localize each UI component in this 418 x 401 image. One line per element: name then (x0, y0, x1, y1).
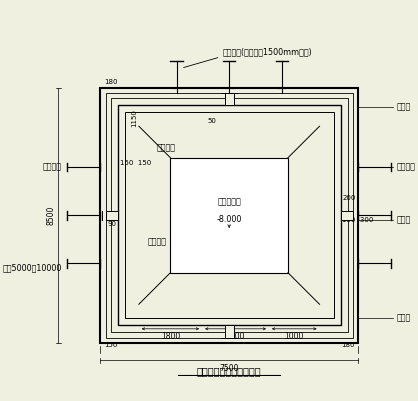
Text: 180: 180 (104, 79, 117, 85)
Text: 1150: 1150 (131, 109, 137, 128)
Text: 槽钢横梁: 槽钢横梁 (397, 162, 416, 172)
Text: 150  300: 150 300 (342, 217, 374, 223)
Text: 150  150: 150 150 (120, 160, 151, 166)
Text: 1000: 1000 (285, 332, 304, 341)
Bar (139, 126, 319, 304)
Text: 槽钢斜撑: 槽钢斜撑 (148, 237, 167, 246)
Text: 钢板桩: 钢板桩 (397, 215, 411, 224)
Text: 150: 150 (104, 342, 117, 348)
Bar (100, 87, 358, 343)
Bar (105, 93, 353, 338)
Text: 7500: 7500 (219, 364, 239, 373)
Text: 钢板桩及排水系统平面图: 钢板桩及排水系统平面图 (197, 366, 262, 376)
Bar (225, 325, 234, 338)
Bar (111, 98, 348, 332)
Bar (225, 93, 234, 105)
Text: 斜撑垫木: 斜撑垫木 (156, 144, 176, 153)
Text: 排水沟: 排水沟 (397, 314, 411, 323)
Text: 8500: 8500 (46, 206, 56, 225)
Bar (171, 158, 288, 273)
Bar (118, 105, 341, 325)
Text: 提升池基础: 提升池基础 (217, 198, 241, 207)
Text: 槽钢锚栓(打入地表1500mm以上): 槽钢锚栓(打入地表1500mm以上) (222, 47, 312, 56)
Text: 180: 180 (341, 342, 354, 348)
Text: -8.000: -8.000 (217, 215, 242, 224)
Text: 1800: 1800 (161, 332, 180, 341)
Text: 长度5000－10000: 长度5000－10000 (2, 263, 61, 272)
Text: 集水坑: 集水坑 (397, 102, 411, 111)
Text: 5000: 5000 (226, 332, 245, 341)
Bar (125, 112, 334, 318)
Text: 拉结钢筋: 拉结钢筋 (43, 162, 61, 172)
Bar (105, 211, 118, 220)
Text: 50: 50 (207, 118, 216, 124)
Bar (341, 211, 353, 220)
Text: 200: 200 (342, 194, 356, 200)
Text: 90: 90 (107, 221, 116, 227)
